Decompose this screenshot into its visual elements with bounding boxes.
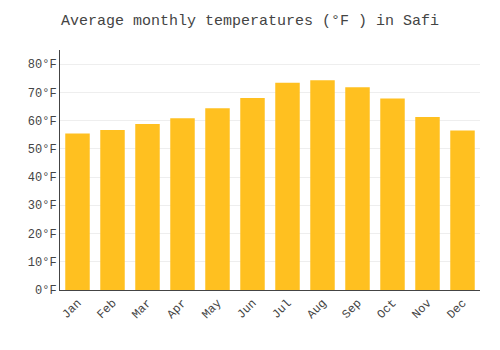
svg-text:Oct: Oct	[374, 297, 399, 322]
svg-text:Apr: Apr	[164, 297, 189, 322]
svg-text:Mar: Mar	[129, 297, 154, 322]
svg-text:Jun: Jun	[234, 297, 259, 322]
svg-text:Jul: Jul	[269, 297, 294, 322]
svg-text:Sep: Sep	[339, 297, 364, 322]
svg-text:Average monthly temperatures (: Average monthly temperatures (°F ) in Sa…	[61, 13, 439, 30]
svg-text:May: May	[199, 297, 224, 322]
svg-text:60°F: 60°F	[28, 115, 57, 129]
svg-text:Feb: Feb	[94, 297, 119, 322]
svg-text:Aug: Aug	[304, 297, 329, 322]
svg-text:80°F: 80°F	[28, 58, 57, 72]
svg-text:20°F: 20°F	[28, 228, 57, 242]
svg-text:30°F: 30°F	[28, 199, 57, 213]
svg-text:Nov: Nov	[409, 297, 434, 322]
svg-text:0°F: 0°F	[35, 284, 57, 298]
svg-text:50°F: 50°F	[28, 143, 57, 157]
svg-text:10°F: 10°F	[28, 256, 57, 270]
svg-text:40°F: 40°F	[28, 171, 57, 185]
svg-text:Dec: Dec	[444, 297, 469, 322]
svg-text:70°F: 70°F	[28, 87, 57, 101]
svg-text:Jan: Jan	[59, 297, 84, 322]
